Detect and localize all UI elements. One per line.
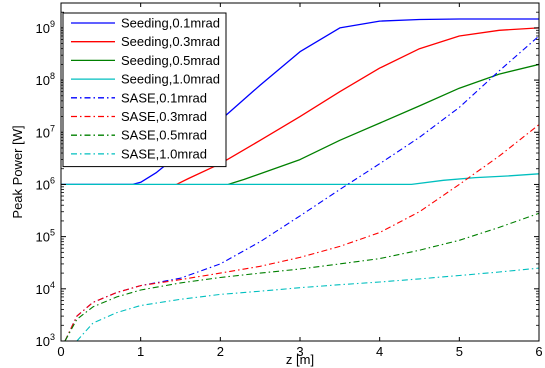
- x-ticks: 0 1 2 3 4 5 6: [57, 3, 543, 359]
- y-tick-label: 103: [36, 332, 55, 349]
- series-line-8: [76, 267, 539, 341]
- series-line-6: [64, 124, 539, 341]
- x-axis-label: z [m]: [286, 352, 314, 367]
- legend-label: SASE,0.3mrad: [121, 109, 207, 124]
- legend-label: SASE,0.5mrad: [121, 128, 207, 143]
- legend-label: Seeding,0.5mrad: [121, 53, 220, 68]
- x-tick-label: 0: [57, 344, 64, 359]
- series-line-7: [64, 212, 539, 341]
- x-tick-label: 2: [217, 344, 224, 359]
- legend-label: SASE,1.0mrad: [121, 146, 207, 161]
- y-axis-label: Peak Power [W]: [10, 125, 25, 218]
- series-line-4: [61, 173, 539, 186]
- x-tick-label: 6: [535, 344, 542, 359]
- y-tick-label: 105: [36, 228, 55, 245]
- y-tick-label: 106: [36, 175, 55, 192]
- y-tick-label: 104: [36, 280, 55, 297]
- y-tick-label: 107: [36, 123, 55, 140]
- legend-label: Seeding,0.3mrad: [121, 34, 220, 49]
- legend-box: [62, 12, 227, 168]
- series-layer: [61, 18, 539, 341]
- x-tick-label: 4: [376, 344, 383, 359]
- legend-label: SASE,0.1mrad: [121, 90, 207, 105]
- series-line-2: [176, 27, 539, 185]
- x-tick-label: 3: [296, 344, 303, 359]
- series-line-3: [228, 63, 539, 186]
- legend-label: Seeding,0.1mrad: [121, 16, 220, 31]
- y-tick-label: 109: [36, 19, 55, 36]
- legend-label: Seeding,1.0mrad: [121, 72, 220, 87]
- legend: Seeding,0.1mrad Seeding,0.3mrad Seeding,0.…: [62, 12, 227, 168]
- x-tick-label: 5: [456, 344, 463, 359]
- y-ticks: 103 104 105 106 107 108 109: [36, 11, 539, 349]
- x-tick-label: 1: [137, 344, 144, 359]
- y-tick-label: 108: [36, 71, 55, 88]
- series-line-1: [61, 18, 539, 186]
